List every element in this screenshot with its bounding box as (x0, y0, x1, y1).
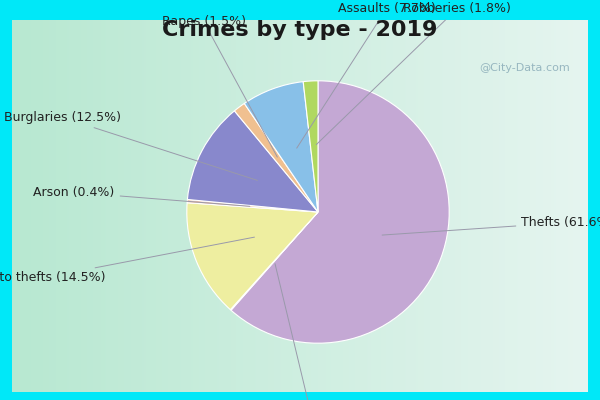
Text: Assaults (7.7%): Assaults (7.7%) (297, 2, 436, 148)
Text: @City-Data.com: @City-Data.com (479, 63, 570, 73)
Wedge shape (230, 212, 318, 310)
Text: Robberies (1.8%): Robberies (1.8%) (316, 2, 511, 144)
Wedge shape (231, 81, 449, 343)
Text: Rapes (1.5%): Rapes (1.5%) (162, 15, 277, 157)
Wedge shape (187, 200, 318, 212)
Text: Auto thefts (14.5%): Auto thefts (14.5%) (0, 237, 254, 284)
Text: Burglaries (12.5%): Burglaries (12.5%) (4, 111, 257, 180)
Wedge shape (244, 82, 318, 212)
Text: Murders (0.1%): Murders (0.1%) (263, 264, 359, 400)
Text: Crimes by type - 2019: Crimes by type - 2019 (163, 20, 437, 40)
Wedge shape (187, 111, 318, 212)
Wedge shape (235, 104, 318, 212)
Text: Thefts (61.6%): Thefts (61.6%) (382, 216, 600, 235)
Wedge shape (303, 81, 318, 212)
Text: Arson (0.4%): Arson (0.4%) (34, 186, 250, 206)
Wedge shape (187, 203, 318, 310)
